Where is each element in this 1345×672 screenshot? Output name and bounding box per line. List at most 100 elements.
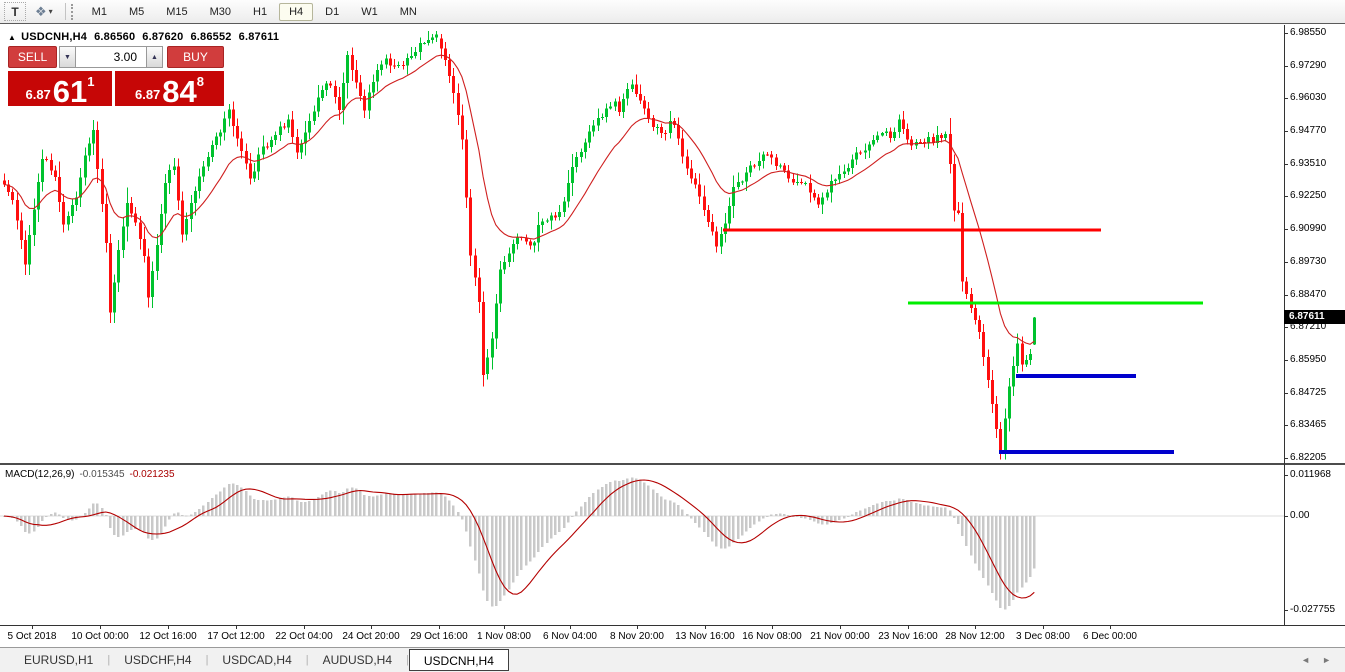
low-value: 6.86552 bbox=[190, 31, 232, 43]
price-tick: 6.89730 bbox=[1290, 255, 1327, 267]
time-tick-mark bbox=[772, 626, 773, 629]
tab-usdcad-h4[interactable]: USDCAD,H4 bbox=[222, 653, 292, 667]
macd-tick-mark bbox=[1284, 610, 1288, 611]
tab-audusd-h4[interactable]: AUDUSD,H4 bbox=[322, 653, 392, 667]
tab-separator: | bbox=[205, 654, 209, 666]
price-tick: 6.97290 bbox=[1290, 59, 1327, 71]
time-tick-mark bbox=[304, 626, 305, 629]
toolbar-separator bbox=[64, 3, 66, 20]
drawing-tool-button[interactable]: ❖ ▾ bbox=[29, 2, 59, 21]
tab-usdchf-h4[interactable]: USDCHF,H4 bbox=[124, 653, 192, 667]
close-value: 6.87611 bbox=[238, 31, 280, 43]
price-tick: 6.83465 bbox=[1290, 419, 1327, 431]
tab-separator: | bbox=[305, 654, 309, 666]
timeframe-h1[interactable]: H1 bbox=[243, 3, 277, 21]
sell-button[interactable]: SELL bbox=[8, 46, 57, 68]
text-tool-button[interactable]: T bbox=[4, 2, 26, 21]
time-tick: 22 Oct 04:00 bbox=[275, 631, 333, 642]
price-tick-mark bbox=[1284, 229, 1288, 231]
macd-tick: -0.027755 bbox=[1290, 604, 1336, 615]
price-tick: 6.88470 bbox=[1290, 288, 1327, 300]
volume-increase-button[interactable]: ▲ bbox=[146, 46, 163, 68]
time-tick-mark bbox=[637, 626, 638, 629]
time-tick: 10 Oct 00:00 bbox=[71, 631, 129, 642]
time-tick-mark bbox=[371, 626, 372, 629]
time-tick-mark bbox=[908, 626, 909, 629]
time-tick: 6 Dec 00:00 bbox=[1083, 631, 1137, 642]
price-tick-mark bbox=[1284, 261, 1288, 263]
tab-eurusd-h1[interactable]: EURUSD,H1 bbox=[24, 653, 94, 667]
time-tick: 24 Oct 20:00 bbox=[342, 631, 400, 642]
time-tick: 17 Oct 12:00 bbox=[207, 631, 265, 642]
timeframe-m1[interactable]: M1 bbox=[82, 3, 117, 21]
tab-usdcnh-h4[interactable]: USDCNH,H4 bbox=[408, 649, 509, 671]
time-tick-mark bbox=[975, 626, 976, 629]
tabs-scroll-right-button[interactable]: ► bbox=[1322, 655, 1331, 665]
price-tick: 6.92250 bbox=[1290, 190, 1327, 202]
chart-tab-bar: EURUSD,H1 | USDCHF,H4 | USDCAD,H4 | AUDUSD,H4 |… bbox=[0, 647, 1345, 672]
price-tick: 6.87210 bbox=[1290, 321, 1327, 333]
price-tick: 6.96030 bbox=[1290, 92, 1327, 104]
timeframe-w1[interactable]: W1 bbox=[351, 3, 388, 21]
time-tick-mark bbox=[100, 626, 101, 629]
horizontal-lines[interactable] bbox=[723, 228, 1203, 454]
timeframe-m5[interactable]: M5 bbox=[119, 3, 154, 21]
chart-tabs: EURUSD,H1 | USDCHF,H4 | USDCAD,H4 | AUDUSD,H4 |… bbox=[10, 649, 509, 671]
price-tick-mark bbox=[1284, 98, 1288, 100]
time-tick-mark bbox=[168, 626, 169, 629]
price-chart[interactable] bbox=[0, 25, 1284, 463]
volume-decrease-button[interactable]: ▼ bbox=[59, 46, 76, 68]
macd-indicator-chart[interactable] bbox=[0, 465, 1284, 623]
time-tick: 6 Nov 04:00 bbox=[543, 631, 597, 642]
price-tick: 6.84725 bbox=[1290, 386, 1327, 398]
time-axis[interactable]: 5 Oct 2018 10 Oct 00:00 12 Oct 16:00 17 Oct… bbox=[0, 625, 1345, 647]
timeframe-m15[interactable]: M15 bbox=[156, 3, 197, 21]
current-price-label: 6.87611 bbox=[1284, 310, 1345, 325]
price-tick: 6.98550 bbox=[1290, 27, 1327, 38]
toolbar-grip bbox=[70, 3, 76, 20]
price-tick-mark bbox=[1284, 65, 1288, 67]
sell-price-big: 61 bbox=[52, 74, 88, 109]
macd-label: MACD(12,26,9) -0.015345 -0.021235 bbox=[5, 469, 175, 480]
volume-input[interactable] bbox=[76, 46, 146, 68]
macd-name: MACD(12,26,9) bbox=[5, 469, 75, 480]
open-value: 6.86560 bbox=[94, 31, 136, 43]
time-tick-mark bbox=[1043, 626, 1044, 629]
symbol-name: USDCNH,H4 bbox=[21, 31, 88, 43]
buy-price-big: 84 bbox=[162, 74, 197, 109]
tab-separator: | bbox=[406, 654, 409, 666]
timeframe-h4[interactable]: H4 bbox=[279, 2, 314, 21]
tabs-scroll-left-button[interactable]: ◄ bbox=[1301, 655, 1311, 665]
sell-price-sup: 1 bbox=[87, 74, 95, 89]
buy-button[interactable]: BUY bbox=[167, 46, 224, 68]
price-tick: 6.85950 bbox=[1290, 353, 1327, 365]
time-tick-mark bbox=[570, 626, 571, 629]
time-tick-mark bbox=[32, 626, 33, 629]
price-tick: 6.90990 bbox=[1290, 223, 1327, 235]
timeframe-toolbar: M1 M5 M15 M30 H1 H4 D1 W1 MN bbox=[81, 2, 428, 21]
volume-spinner: ▼ ▲ bbox=[59, 46, 165, 68]
time-tick-mark bbox=[705, 626, 706, 629]
price-axis-line bbox=[1284, 25, 1285, 625]
panel-separator[interactable] bbox=[0, 463, 1345, 465]
price-tick-mark bbox=[1284, 33, 1288, 34]
collapse-icon[interactable]: ▲ bbox=[8, 32, 17, 42]
price-tick-mark bbox=[1284, 294, 1288, 296]
price-tick: 6.93510 bbox=[1290, 157, 1327, 169]
price-tick-mark bbox=[1284, 392, 1288, 394]
timeframe-m30[interactable]: M30 bbox=[200, 3, 241, 21]
buy-price-prefix: 6.87 bbox=[134, 87, 161, 102]
symbol-header: ▲ USDCNH,H4 6.86560 6.87620 6.86552 6.87… bbox=[8, 31, 279, 43]
sell-price-button[interactable]: 6.87 61 1 bbox=[8, 71, 112, 109]
time-tick: 12 Oct 16:00 bbox=[139, 631, 197, 642]
time-tick: 21 Nov 00:00 bbox=[810, 631, 870, 642]
timeframe-d1[interactable]: D1 bbox=[315, 3, 349, 21]
timeframe-mn[interactable]: MN bbox=[390, 3, 427, 21]
price-tick-mark bbox=[1284, 196, 1288, 198]
macd-tick-mark bbox=[1284, 516, 1288, 517]
price-tick-mark bbox=[1284, 131, 1288, 133]
time-tick: 23 Nov 16:00 bbox=[878, 631, 938, 642]
buy-price-button[interactable]: 6.87 84 8 bbox=[115, 71, 224, 109]
